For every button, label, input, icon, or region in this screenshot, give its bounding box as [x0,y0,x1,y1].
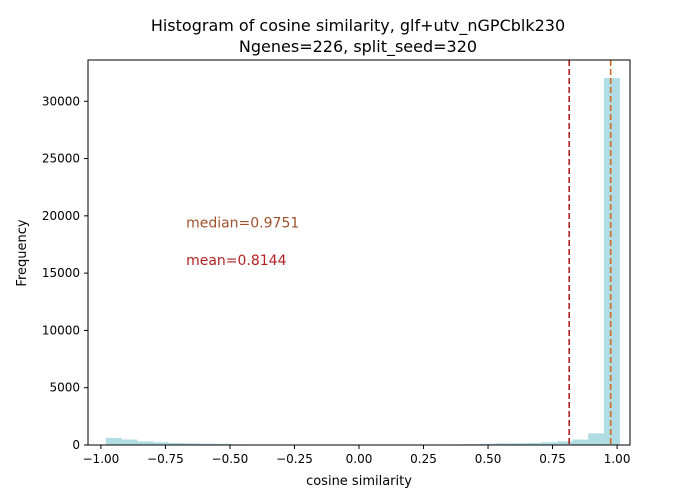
x-axis-label: cosine similarity [306,474,412,489]
histogram-bar [105,437,122,446]
x-tick-label: 0.00 [346,452,373,466]
y-tick-label: 30000 [42,94,80,108]
y-axis-label: Frequency [15,219,30,286]
mean-annotation: mean=0.8144 [186,253,287,269]
histogram-bar [557,441,574,446]
plot-frame [87,59,631,446]
chart-title-line1: Histogram of cosine similarity, glf+utv_… [151,16,565,36]
y-axis-ticks: 0 5000 10000 15000 20000 25000 30000 [42,94,88,452]
x-tick-label: −0.75 [147,452,184,466]
x-axis-ticks: −1.00 −0.75 −0.50 −0.25 0.00 0.25 0.50 0.75 1.00 [83,445,631,466]
histogram-bar [588,433,605,446]
y-tick-label: 0 [72,438,80,452]
histogram-bar [136,441,154,446]
y-tick-label: 20000 [42,209,80,223]
bars-group [105,78,620,446]
x-tick-label: −0.25 [276,452,313,466]
x-tick-label: −1.00 [83,452,120,466]
x-tick-label: −0.50 [212,452,249,466]
reference-lines [568,60,612,445]
x-tick-label: 1.00 [604,452,631,466]
x-tick-label: 0.25 [410,452,437,466]
median-annotation: median=0.9751 [186,216,299,232]
histogram-bar [572,439,589,446]
y-tick-label: 25000 [42,152,80,166]
y-tick-label: 15000 [42,266,80,280]
y-tick-label: 10000 [42,323,80,337]
chart-title-line2: Ngenes=226, split_seed=320 [239,37,477,57]
histogram-bar [603,78,620,446]
x-tick-label: 0.50 [475,452,502,466]
y-tick-label: 5000 [49,381,80,395]
histogram-bar [121,439,138,446]
x-tick-label: 0.75 [539,452,566,466]
